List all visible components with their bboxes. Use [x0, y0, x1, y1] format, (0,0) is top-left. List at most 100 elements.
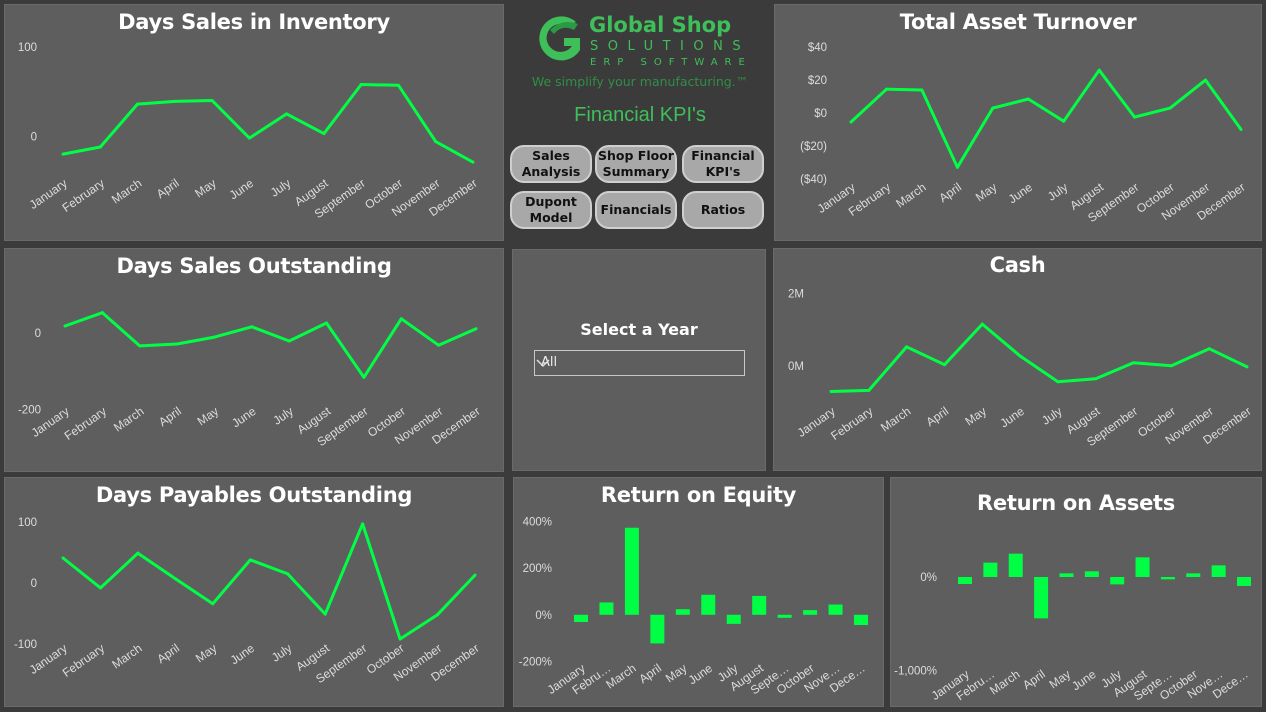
bar[interactable] — [958, 577, 972, 584]
data-point[interactable] — [100, 311, 104, 315]
data-point[interactable] — [1062, 119, 1066, 123]
nav-financial-kpis-button[interactable]: Financial KPI's — [682, 145, 764, 183]
nav-dupont-model-button[interactable]: Dupont Model — [510, 191, 592, 229]
data-point[interactable] — [437, 343, 441, 347]
data-point[interactable] — [136, 102, 140, 106]
x-tick-label: April — [1020, 667, 1048, 692]
data-point[interactable] — [1094, 377, 1098, 381]
data-point[interactable] — [955, 165, 959, 169]
data-point[interactable] — [63, 324, 67, 328]
data-point[interactable] — [434, 140, 438, 144]
x-tick-label: June — [228, 641, 258, 668]
data-point[interactable] — [980, 322, 984, 326]
data-point[interactable] — [399, 317, 403, 321]
x-tick-label: February — [60, 641, 107, 680]
data-point[interactable] — [905, 345, 909, 349]
bar[interactable] — [1034, 577, 1049, 619]
bar[interactable] — [752, 595, 767, 615]
bar[interactable] — [1059, 573, 1074, 577]
bar[interactable] — [701, 594, 716, 615]
y-tick-label: $20 — [808, 75, 827, 87]
data-point[interactable] — [1169, 364, 1173, 368]
bar[interactable] — [983, 562, 998, 577]
bar[interactable] — [803, 610, 818, 615]
data-point[interactable] — [396, 83, 400, 87]
data-point[interactable] — [473, 573, 477, 577]
bar[interactable] — [726, 614, 741, 624]
data-point[interactable] — [286, 572, 290, 576]
bar[interactable] — [599, 602, 614, 615]
nav-sales-analysis-button[interactable]: Sales Analysis — [510, 145, 592, 183]
data-point[interactable] — [212, 335, 216, 339]
bar[interactable] — [1110, 577, 1125, 585]
data-point[interactable] — [175, 342, 179, 346]
data-point[interactable] — [138, 344, 142, 348]
data-point[interactable] — [322, 132, 326, 136]
data-point[interactable] — [398, 637, 402, 641]
header-area: Global Shop SOLUTIONS ERP SOFTWARE We si… — [506, 0, 774, 240]
data-point[interactable] — [210, 99, 214, 103]
data-point[interactable] — [849, 120, 853, 124]
bar[interactable] — [1008, 553, 1023, 577]
bar[interactable] — [574, 614, 588, 622]
year-dropdown[interactable]: All — [534, 350, 745, 376]
data-point[interactable] — [1056, 380, 1060, 384]
data-point[interactable] — [1026, 97, 1030, 101]
data-point[interactable] — [471, 160, 475, 164]
data-point[interactable] — [98, 145, 102, 149]
bar[interactable] — [1160, 577, 1175, 580]
data-point[interactable] — [1133, 115, 1137, 119]
data-point[interactable] — [173, 577, 177, 581]
bar[interactable] — [1186, 573, 1201, 577]
data-point[interactable] — [61, 556, 65, 560]
data-point[interactable] — [98, 586, 102, 590]
bar[interactable] — [650, 614, 665, 644]
data-point[interactable] — [211, 602, 215, 606]
data-point[interactable] — [1204, 78, 1208, 82]
data-point[interactable] — [829, 389, 833, 393]
data-point[interactable] — [942, 363, 946, 367]
svg-text:Global Shop: Global Shop — [589, 13, 731, 37]
data-point[interactable] — [285, 112, 289, 116]
data-point[interactable] — [173, 99, 177, 103]
data-point[interactable] — [1239, 127, 1243, 131]
x-tick-label: May — [1047, 667, 1074, 691]
bar[interactable] — [854, 614, 868, 626]
bar[interactable] — [624, 527, 639, 615]
bar[interactable] — [1237, 577, 1251, 586]
data-point[interactable] — [359, 82, 363, 86]
data-point[interactable] — [1207, 347, 1211, 351]
data-point[interactable] — [325, 321, 329, 325]
data-point[interactable] — [991, 106, 995, 110]
data-point[interactable] — [474, 327, 478, 331]
data-point[interactable] — [287, 339, 291, 343]
bar[interactable] — [675, 609, 690, 615]
data-point[interactable] — [361, 522, 365, 526]
bar[interactable] — [1211, 565, 1226, 577]
data-point[interactable] — [1132, 361, 1136, 365]
data-point[interactable] — [136, 551, 140, 555]
data-point[interactable] — [323, 612, 327, 616]
data-point[interactable] — [248, 558, 252, 562]
data-point[interactable] — [867, 388, 871, 392]
nav-financials-button[interactable]: Financials — [595, 191, 677, 229]
data-point[interactable] — [250, 325, 254, 329]
nav-ratios-button[interactable]: Ratios — [682, 191, 764, 229]
nav-shop-floor-summary-button[interactable]: Shop Floor Summary — [595, 145, 677, 183]
data-point[interactable] — [884, 87, 888, 91]
data-point[interactable] — [1245, 365, 1249, 369]
data-point[interactable] — [61, 152, 65, 156]
data-point[interactable] — [1097, 68, 1101, 72]
bar[interactable] — [777, 614, 792, 618]
bar[interactable] — [1135, 557, 1150, 577]
bar[interactable] — [828, 604, 843, 615]
data-point[interactable] — [247, 136, 251, 140]
data-point[interactable] — [1168, 106, 1172, 110]
bar[interactable] — [1084, 571, 1099, 577]
data-point[interactable] — [920, 88, 924, 92]
x-tick-label: May — [195, 404, 222, 428]
data-point[interactable] — [362, 375, 366, 379]
data-point[interactable] — [436, 613, 440, 617]
data-point[interactable] — [1018, 354, 1022, 358]
